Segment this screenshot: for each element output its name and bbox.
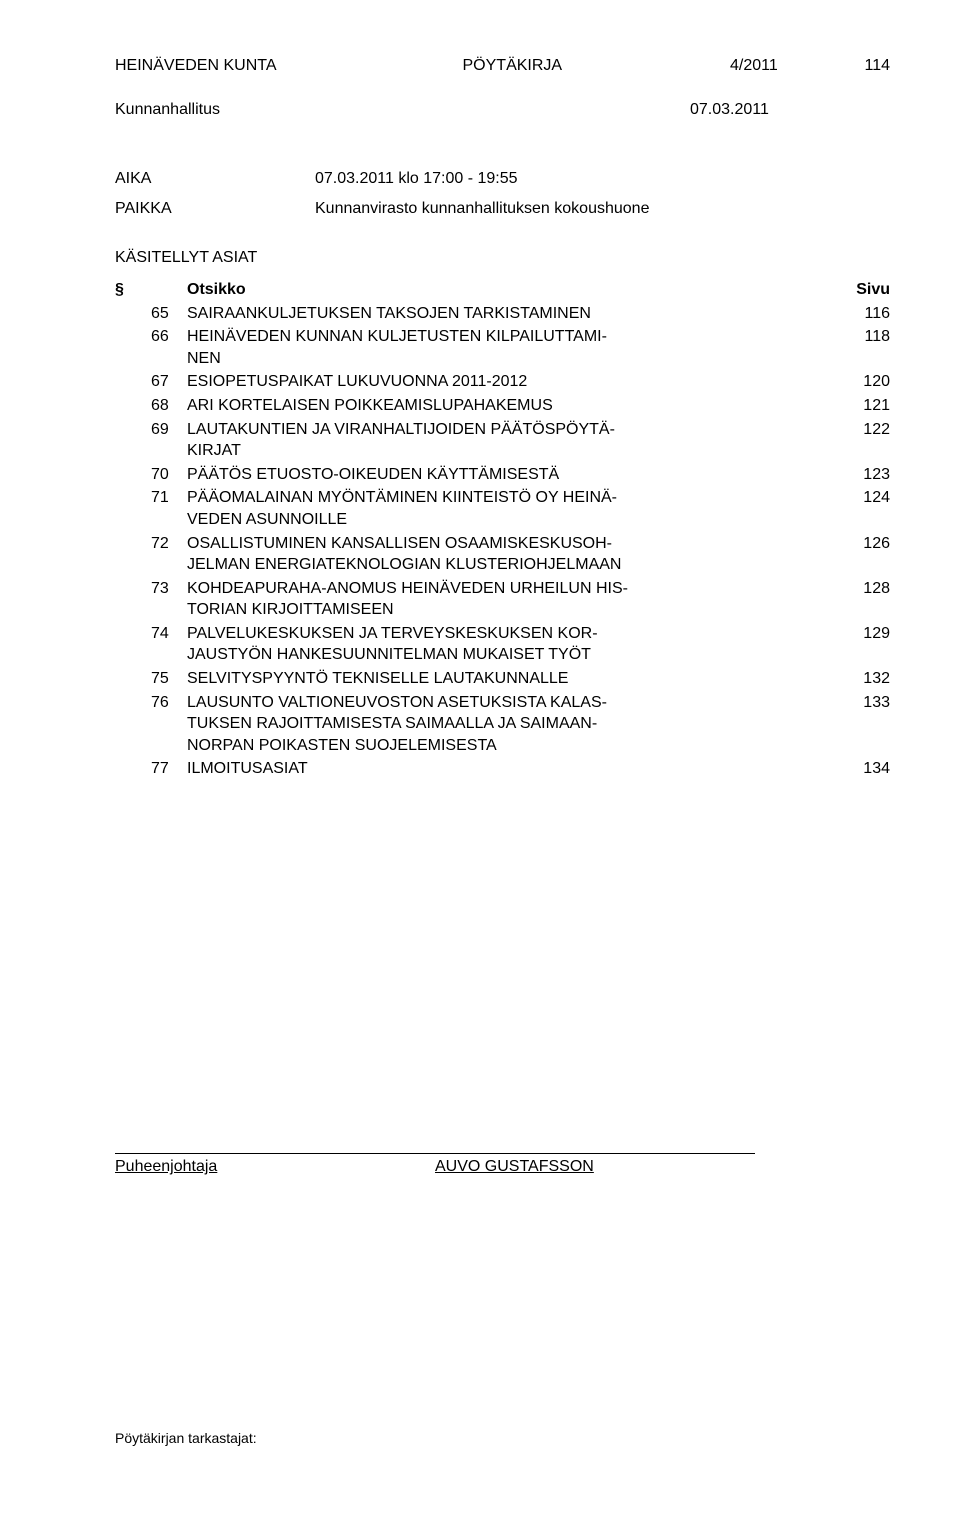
signature-rule	[115, 1153, 755, 1154]
toc-row-title: LAUTAKUNTIEN JA VIRANHALTIJOIDEN PÄÄTÖSP…	[187, 419, 840, 462]
footer-text: Pöytäkirjan tarkastajat:	[115, 1429, 257, 1448]
toc-row: 72OSALLISTUMINEN KANSALLISEN OSAAMISKESK…	[115, 533, 890, 576]
toc-row-page: 133	[840, 692, 890, 714]
subheader: Kunnanhallitus 07.03.2011	[115, 99, 890, 121]
toc-row: 70PÄÄTÖS ETUOSTO-OIKEUDEN KÄYTTÄMISESTÄ1…	[115, 464, 890, 486]
toc-row-title: HEINÄVEDEN KUNNAN KULJETUSTEN KILPAILUTT…	[187, 326, 840, 369]
toc-row-page: 129	[840, 623, 890, 645]
toc-row-page: 122	[840, 419, 890, 441]
toc-row: 68ARI KORTELAISEN POIKKEAMISLUPAHAKEMUS1…	[115, 395, 890, 417]
toc-row: 77ILMOITUSASIAT134	[115, 758, 890, 780]
toc-row-number: 67	[151, 371, 187, 393]
toc-row-title: SAIRAANKULJETUKSEN TAKSOJEN TARKISTAMINE…	[187, 303, 840, 325]
page-header: HEINÄVEDEN KUNTA PÖYTÄKIRJA 4/2011 114	[115, 55, 890, 77]
toc-row: 67ESIOPETUSPAIKAT LUKUVUONNA 2011-201212…	[115, 371, 890, 393]
toc-col-title: Otsikko	[187, 279, 840, 301]
toc-row-title: OSALLISTUMINEN KANSALLISEN OSAAMISKESKUS…	[187, 533, 840, 576]
toc-row-title: PÄÄTÖS ETUOSTO-OIKEUDEN KÄYTTÄMISESTÄ	[187, 464, 840, 486]
toc-header-row: § Otsikko Sivu	[115, 279, 890, 301]
signature-role: Puheenjohtaja	[115, 1156, 435, 1178]
toc-row: 71PÄÄOMALAINAN MYÖNTÄMINEN KIINTEISTÖ OY…	[115, 487, 890, 530]
aika-label: AIKA	[115, 168, 315, 190]
toc-row-title: PALVELUKESKUKSEN JA TERVEYSKESKUKSEN KOR…	[187, 623, 840, 666]
toc-col-num-spacer	[151, 279, 187, 301]
toc-row: 74PALVELUKESKUKSEN JA TERVEYSKESKUKSEN K…	[115, 623, 890, 666]
toc-row-number: 76	[151, 692, 187, 714]
toc-row: 69LAUTAKUNTIEN JA VIRANHALTIJOIDEN PÄÄTÖ…	[115, 419, 890, 462]
toc-row-title: PÄÄOMALAINAN MYÖNTÄMINEN KIINTEISTÖ OY H…	[187, 487, 840, 530]
toc-row-title: LAUSUNTO VALTIONEUVOSTON ASETUKSISTA KAL…	[187, 692, 840, 757]
board-date: 07.03.2011	[690, 99, 890, 121]
toc-row-number: 68	[151, 395, 187, 417]
toc-row-page: 134	[840, 758, 890, 780]
toc-col-symbol: §	[115, 279, 151, 301]
paikka-value: Kunnanvirasto kunnanhallituksen kokoushu…	[315, 198, 649, 220]
toc-row-number: 73	[151, 578, 187, 600]
meeting-time-row: AIKA 07.03.2011 klo 17:00 - 19:55	[115, 168, 890, 190]
toc-row-number: 77	[151, 758, 187, 780]
toc-row-number: 70	[151, 464, 187, 486]
doc-type: PÖYTÄKIRJA	[383, 55, 731, 77]
aika-value: 07.03.2011 klo 17:00 - 19:55	[315, 168, 518, 190]
toc-row: 66HEINÄVEDEN KUNNAN KULJETUSTEN KILPAILU…	[115, 326, 890, 369]
toc-row-title: ARI KORTELAISEN POIKKEAMISLUPAHAKEMUS	[187, 395, 840, 417]
toc-row-number: 66	[151, 326, 187, 348]
toc-row-number: 75	[151, 668, 187, 690]
toc-row-page: 123	[840, 464, 890, 486]
toc-col-page: Sivu	[840, 279, 890, 301]
toc-row: 75SELVITYSPYYNTÖ TEKNISELLE LAUTAKUNNALL…	[115, 668, 890, 690]
org-name: HEINÄVEDEN KUNTA	[115, 55, 383, 77]
signature-name: AUVO GUSTAFSSON	[435, 1156, 594, 1178]
doc-number: 4/2011	[730, 55, 778, 77]
toc-row-title: SELVITYSPYYNTÖ TEKNISELLE LAUTAKUNNALLE	[187, 668, 840, 690]
meeting-place-row: PAIKKA Kunnanvirasto kunnanhallituksen k…	[115, 198, 890, 220]
paikka-label: PAIKKA	[115, 198, 315, 220]
toc-row-page: 118	[840, 326, 890, 348]
toc-row-title: ESIOPETUSPAIKAT LUKUVUONNA 2011-2012	[187, 371, 840, 393]
toc-row-number: 71	[151, 487, 187, 509]
toc-row-title: ILMOITUSASIAT	[187, 758, 840, 780]
signature-block: Puheenjohtaja AUVO GUSTAFSSON	[115, 1153, 890, 1178]
toc-row-page: 116	[840, 303, 890, 325]
toc-row: 65SAIRAANKULJETUKSEN TAKSOJEN TARKISTAMI…	[115, 303, 890, 325]
doc-number-group: 4/2011 114	[730, 55, 890, 77]
board-name: Kunnanhallitus	[115, 99, 690, 121]
toc-body: 65SAIRAANKULJETUKSEN TAKSOJEN TARKISTAMI…	[115, 303, 890, 780]
toc-row-page: 124	[840, 487, 890, 509]
toc-row-number: 69	[151, 419, 187, 441]
toc-row-page: 126	[840, 533, 890, 555]
toc-row-page: 132	[840, 668, 890, 690]
toc-row-title: KOHDEAPURAHA-ANOMUS HEINÄVEDEN URHEILUN …	[187, 578, 840, 621]
page-number: 114	[864, 55, 890, 77]
toc-row-page: 128	[840, 578, 890, 600]
toc-row-page: 121	[840, 395, 890, 417]
toc-row-number: 74	[151, 623, 187, 645]
toc-row-number: 65	[151, 303, 187, 325]
toc-row: 73KOHDEAPURAHA-ANOMUS HEINÄVEDEN URHEILU…	[115, 578, 890, 621]
toc-heading: KÄSITELLYT ASIAT	[115, 247, 890, 269]
toc-row: 76LAUSUNTO VALTIONEUVOSTON ASETUKSISTA K…	[115, 692, 890, 757]
toc-row-number: 72	[151, 533, 187, 555]
toc-row-page: 120	[840, 371, 890, 393]
